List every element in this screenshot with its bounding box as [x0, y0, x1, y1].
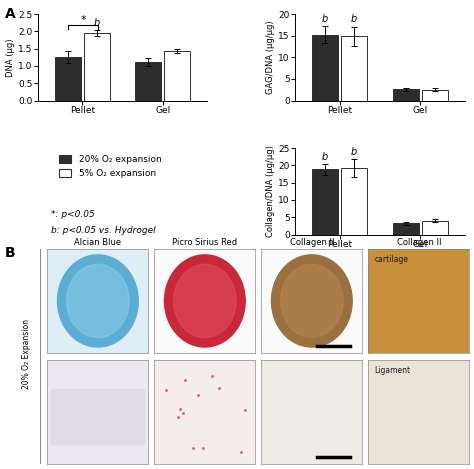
Text: B: B — [5, 246, 15, 260]
Bar — [136, 62, 161, 100]
Text: b: b — [322, 14, 328, 24]
Bar — [422, 221, 447, 234]
Ellipse shape — [272, 255, 352, 347]
Bar — [341, 36, 367, 100]
Title: Collagen II: Collagen II — [290, 238, 334, 247]
Text: *: p<0.05: *: p<0.05 — [52, 210, 95, 219]
Ellipse shape — [164, 255, 245, 347]
Text: *: * — [80, 15, 86, 25]
Bar — [422, 90, 447, 100]
Text: 20% O₂ Expansion: 20% O₂ Expansion — [22, 319, 30, 389]
Ellipse shape — [173, 264, 236, 338]
Y-axis label: GAG/DNA (μg/μg): GAG/DNA (μg/μg) — [266, 21, 275, 94]
Bar — [55, 57, 81, 100]
Bar — [84, 33, 109, 100]
Text: b: p<0.05 vs. Hydrogel: b: p<0.05 vs. Hydrogel — [52, 226, 156, 235]
Text: A: A — [5, 7, 16, 21]
Ellipse shape — [281, 264, 343, 338]
Bar — [312, 169, 338, 234]
Y-axis label: Collagen/DNA (μg/μg): Collagen/DNA (μg/μg) — [266, 145, 275, 237]
Title: Alcian Blue: Alcian Blue — [74, 238, 121, 247]
Ellipse shape — [66, 264, 129, 338]
Text: b: b — [322, 152, 328, 162]
Title: Collagen II: Collagen II — [397, 238, 441, 247]
FancyBboxPatch shape — [50, 389, 146, 446]
Bar — [312, 35, 338, 100]
Text: b: b — [351, 15, 357, 24]
Text: cartilage: cartilage — [374, 255, 409, 264]
Bar — [164, 51, 190, 100]
Bar — [393, 89, 419, 100]
Legend: 20% O₂ expansion, 5% O₂ expansion: 20% O₂ expansion, 5% O₂ expansion — [56, 152, 164, 181]
Y-axis label: DNA (μg): DNA (μg) — [6, 38, 15, 76]
Title: Picro Sirius Red: Picro Sirius Red — [172, 238, 237, 247]
Ellipse shape — [57, 255, 138, 347]
Bar — [393, 223, 419, 234]
Text: Ligament: Ligament — [374, 366, 410, 375]
Text: b: b — [94, 18, 100, 28]
Bar — [341, 168, 367, 234]
Text: b: b — [351, 147, 357, 157]
